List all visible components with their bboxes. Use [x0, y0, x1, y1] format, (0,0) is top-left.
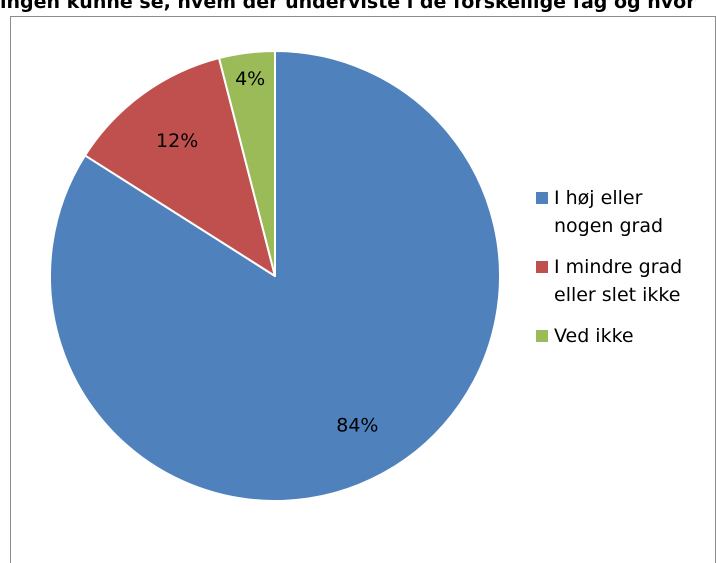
legend-item-ved-ikke: Ved ikke: [536, 322, 706, 350]
legend-item-hoj-eller-nogen-grad: I høj eller nogen grad: [536, 184, 706, 240]
data-label-mindre-grad-eller-slet-ikke: 12%: [156, 130, 198, 152]
pie-slice-mindre-grad-eller-slet-ikke: [84, 57, 276, 277]
legend: I høj eller nogen grad I mindre grad ell…: [536, 184, 706, 363]
legend-swatch: [536, 330, 548, 342]
data-label-hoj-eller-nogen-grad: 84%: [336, 414, 378, 436]
chart-title: ingen kunne se, hvem der underviste i de…: [0, 0, 696, 13]
legend-label: I høj eller nogen grad: [554, 187, 664, 237]
legend-label: I mindre grad eller slet ikke: [554, 256, 683, 306]
pie-slice-ved-ikke: [218, 50, 276, 277]
legend-swatch: [536, 261, 548, 273]
legend-label: Ved ikke: [554, 325, 634, 347]
legend-item-mindre-grad-eller-slet-ikke: I mindre grad eller slet ikke: [536, 253, 706, 309]
legend-swatch: [536, 192, 548, 204]
data-label-ved-ikke: 4%: [235, 68, 265, 90]
